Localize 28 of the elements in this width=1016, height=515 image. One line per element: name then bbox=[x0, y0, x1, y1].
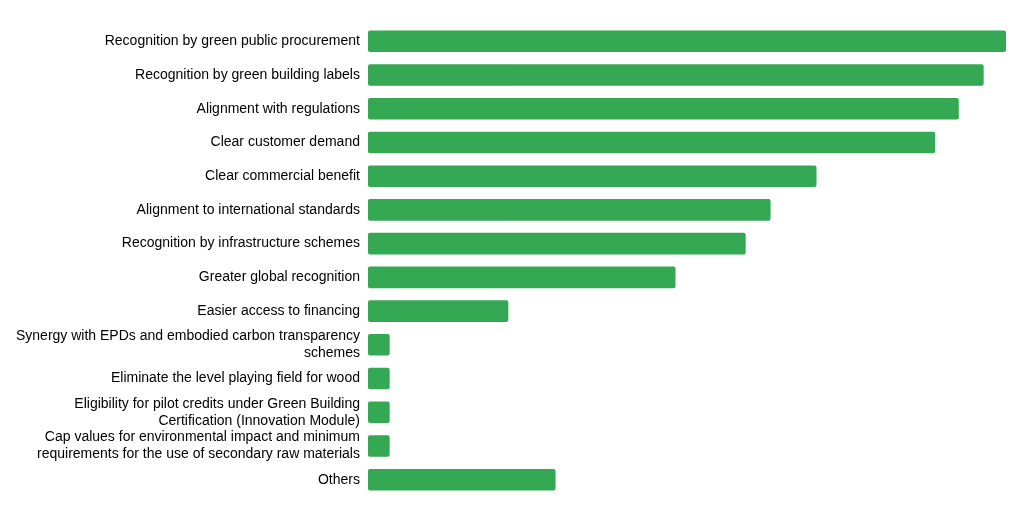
bar bbox=[367, 435, 390, 457]
y-tick-label: Recognition by green public procurement bbox=[104, 32, 361, 49]
y-tick-label: Others bbox=[317, 470, 360, 487]
bar bbox=[367, 232, 746, 255]
bar bbox=[367, 30, 1006, 53]
y-tick-label: Alignment to international standards bbox=[136, 200, 360, 217]
y-tick-label: Clear customer demand bbox=[210, 133, 360, 150]
y-tick-label: Recognition by green building labels bbox=[135, 65, 360, 82]
y-tick-label: Clear commercial benefit bbox=[205, 167, 361, 184]
y-tick-label: Recognition by infrastructure schemes bbox=[121, 234, 360, 251]
bar bbox=[367, 266, 676, 289]
bar bbox=[367, 468, 556, 491]
bar bbox=[367, 131, 936, 154]
bar bbox=[367, 300, 509, 322]
bar bbox=[367, 97, 959, 120]
bar bbox=[367, 64, 984, 86]
bar bbox=[367, 199, 771, 221]
y-tick-label: Eligibility for pilot credits under Green Building Certification (Innovation Module) bbox=[74, 394, 360, 428]
y-tick-label: Easier access to financing bbox=[197, 301, 360, 318]
y-tick-label: Eliminate the level playing field for wood bbox=[110, 369, 360, 386]
y-tick-label: Synergy with EPDs and embodied carbon transparency schemes bbox=[16, 327, 360, 361]
bar bbox=[367, 367, 390, 390]
y-tick-label: Cap values for environmental impact and minimum requirements for the use of secondary raw materials bbox=[37, 428, 360, 462]
y-tick-label: Greater global recognition bbox=[198, 268, 360, 285]
bar bbox=[367, 334, 390, 356]
y-tick-label: Alignment with regulations bbox=[196, 99, 360, 116]
bar bbox=[367, 401, 390, 424]
bar bbox=[367, 165, 817, 187]
